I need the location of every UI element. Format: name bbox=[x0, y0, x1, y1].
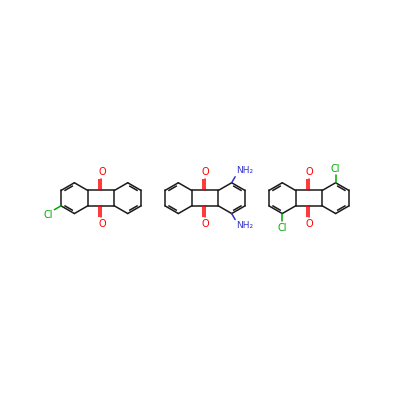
Text: Cl: Cl bbox=[44, 210, 53, 220]
Text: O: O bbox=[306, 219, 314, 229]
Text: Cl: Cl bbox=[331, 164, 340, 174]
Text: O: O bbox=[98, 219, 106, 229]
Text: O: O bbox=[202, 167, 210, 177]
Text: O: O bbox=[98, 167, 106, 177]
Text: O: O bbox=[202, 219, 210, 229]
Text: O: O bbox=[306, 167, 314, 177]
Text: Cl: Cl bbox=[278, 223, 287, 233]
Text: NH₂: NH₂ bbox=[236, 221, 253, 230]
Text: NH₂: NH₂ bbox=[236, 166, 253, 176]
